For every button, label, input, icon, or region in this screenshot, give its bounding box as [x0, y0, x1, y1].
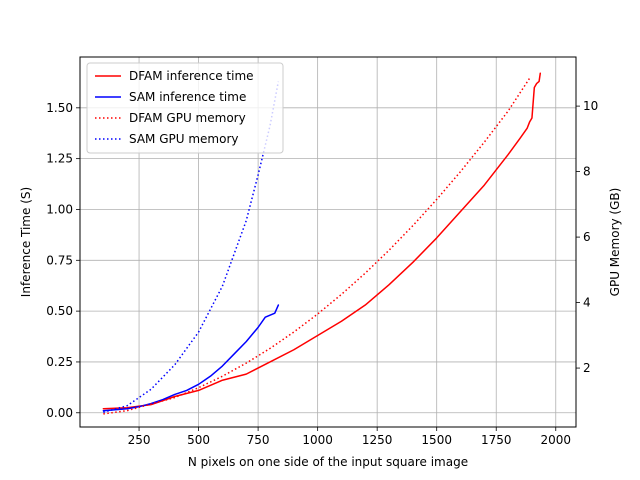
y-tick-label: 0.00 — [46, 406, 73, 420]
y-tick-label: 1.50 — [46, 101, 73, 115]
series-sam-inference-time — [102, 304, 280, 412]
y-tick-label: 1.00 — [46, 202, 73, 216]
legend-entry-sam-time: SAM inference time — [129, 90, 246, 104]
y2-tick-label: 4 — [583, 296, 591, 310]
y2-tick-label: 2 — [583, 361, 591, 375]
y2-tick-label: 6 — [583, 230, 591, 244]
legend-box — [86, 62, 284, 154]
series-dfam-inference-time — [102, 72, 542, 410]
x-tick-label: 1250 — [362, 433, 393, 447]
x-axis: 250 500 750 1000 1250 1500 1750 2000 — [128, 427, 571, 447]
x-axis-label: N pixels on one side of the input square… — [188, 455, 468, 469]
y-tick-label: 1.25 — [46, 152, 73, 166]
y-tick-label: 0.25 — [46, 355, 73, 369]
x-tick-label: 250 — [128, 433, 151, 447]
y2-tick-label: 8 — [583, 165, 591, 179]
x-tick-label: 2000 — [540, 433, 571, 447]
x-tick-label: 1000 — [302, 433, 333, 447]
series-dfam-gpu-memory — [103, 77, 531, 415]
y-tick-label: 0.75 — [46, 253, 73, 267]
x-tick-label: 1500 — [421, 433, 452, 447]
y-axis-left: 0.00 0.25 0.50 0.75 1.00 1.25 1.50 — [46, 101, 80, 420]
y2-tick-label: 10 — [583, 99, 598, 113]
y-tick-label: 0.50 — [46, 304, 73, 318]
x-tick-label: 750 — [247, 433, 270, 447]
y-axis-right: 2 4 6 8 10 — [576, 99, 598, 375]
y-axis-label: Inference Time (S) — [19, 187, 33, 297]
legend-entry-dfam-memory: DFAM GPU memory — [129, 111, 246, 125]
legend-entry-sam-memory: SAM GPU memory — [129, 132, 239, 146]
legend: DFAM inference time SAM inference time D… — [86, 62, 284, 154]
legend-entry-dfam-time: DFAM inference time — [129, 69, 254, 83]
x-tick-label: 1750 — [481, 433, 512, 447]
plot-frame — [79, 56, 577, 428]
x-tick-label: 500 — [187, 433, 210, 447]
series-lines — [102, 72, 542, 415]
y2-axis-label: GPU Memory (GB) — [608, 188, 622, 297]
